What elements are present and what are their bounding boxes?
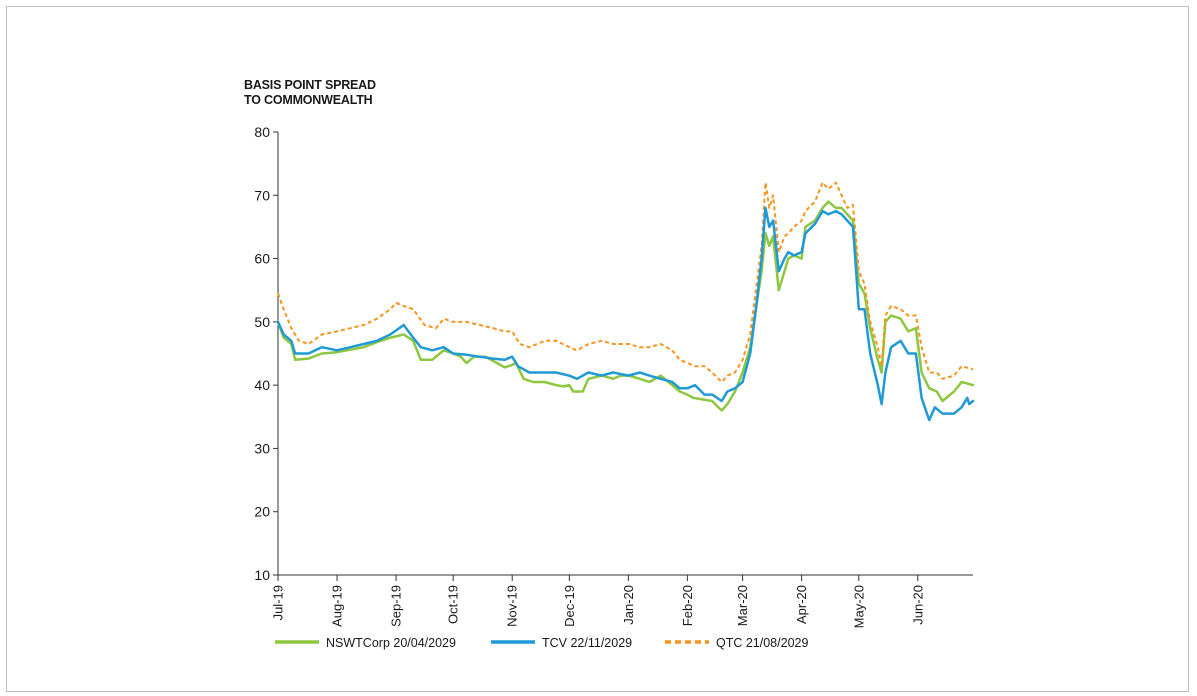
y-tick-label: 20 [254, 504, 270, 520]
y-tick-label: 10 [254, 567, 270, 583]
series-group [276, 181, 975, 422]
legend: NSWTCorp 20/04/2029 TCV 22/11/2029 QTC 21/… [275, 636, 808, 650]
y-tick-label: 70 [254, 187, 270, 203]
x-tick-label: Jun-20 [910, 585, 925, 625]
y-axis-title-line-2: TO COMMONWEALTH [244, 93, 373, 107]
series-line-2 [277, 181, 974, 383]
x-tick-label: Mar-20 [735, 585, 750, 626]
legend-label-0: NSWTCorp 20/04/2029 [326, 636, 456, 650]
y-tick-label: 30 [254, 440, 270, 456]
y-tick-label: 80 [254, 124, 270, 140]
x-tick-label: Sep-19 [389, 585, 404, 627]
series-line-1 [276, 206, 975, 422]
chart-frame [6, 6, 1189, 692]
x-tick-label: Oct-19 [446, 585, 461, 624]
x-tick-label: May-20 [851, 585, 866, 628]
y-tick-label: 50 [254, 314, 270, 330]
legend-label-1: TCV 22/11/2029 [542, 636, 632, 650]
x-tick-label: Nov-19 [505, 585, 520, 627]
axes: 10 20 30 40 50 60 70 80 Jul-19 Aug-19 Sep-19 Oct-19… [254, 124, 973, 628]
series-line-0 [276, 200, 975, 412]
x-tick-label: Feb-20 [680, 585, 695, 626]
x-tick-label: Jul-19 [271, 585, 286, 620]
x-tick-label: Dec-19 [562, 585, 577, 627]
x-tick-label: Aug-19 [330, 585, 345, 627]
y-axis-title-line-1: BASIS POINT SPREAD [244, 78, 376, 92]
y-tick-label: 60 [254, 251, 270, 267]
legend-label-2: QTC 21/08/2029 [716, 636, 808, 650]
y-tick-label: 40 [254, 377, 270, 393]
x-tick-label: Jan-20 [621, 585, 636, 625]
x-tick-label: Apr-20 [794, 585, 809, 624]
